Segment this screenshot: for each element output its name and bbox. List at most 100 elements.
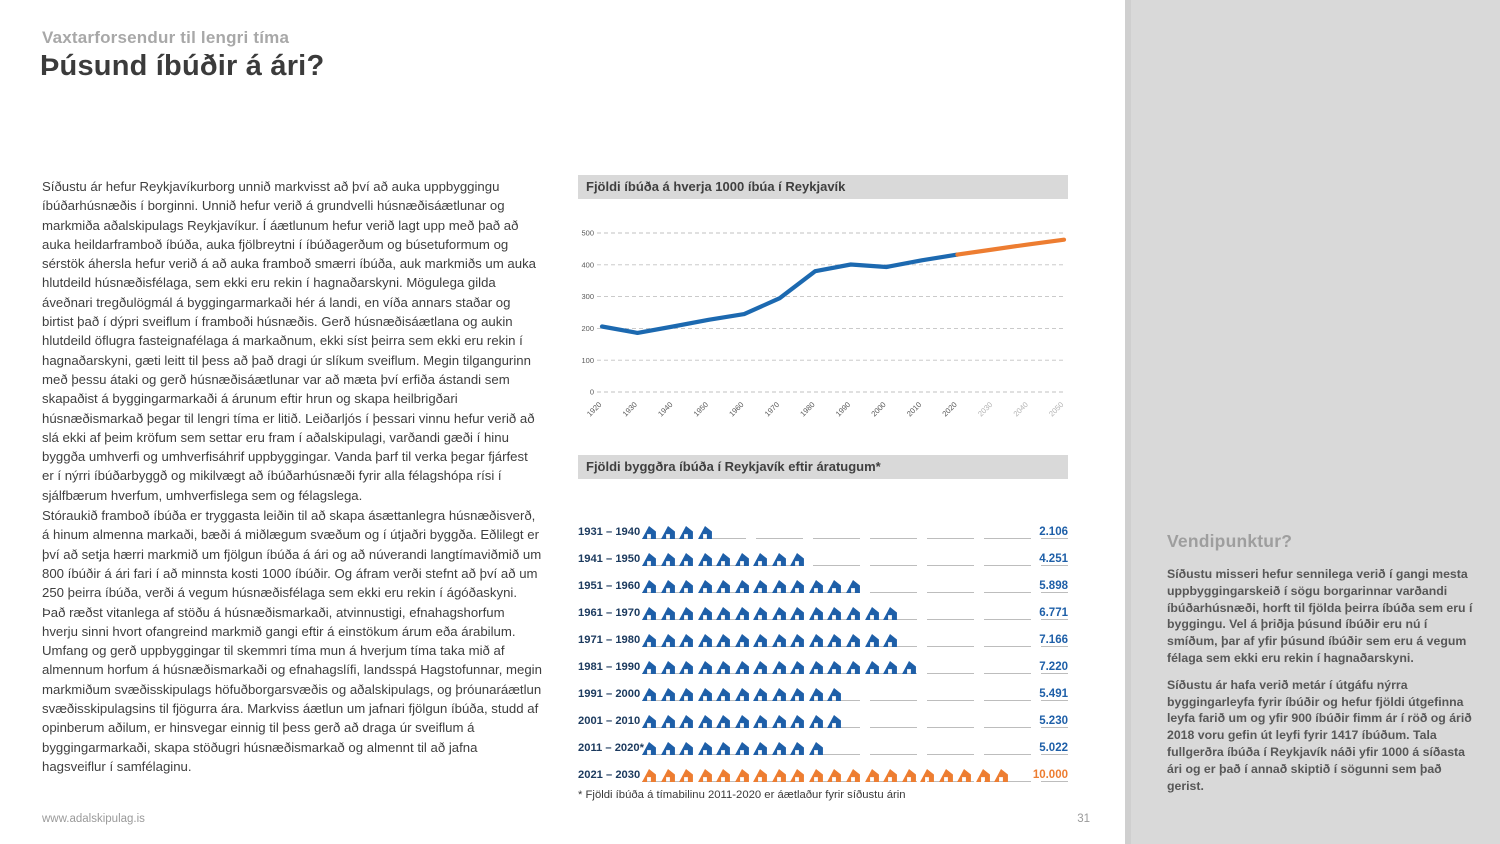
house-icon	[864, 634, 879, 647]
house-icon	[716, 742, 731, 755]
house-icon	[697, 526, 712, 539]
house-icon	[716, 607, 731, 620]
house-icon	[679, 607, 694, 620]
house-icon	[771, 634, 786, 647]
house-icon	[753, 742, 768, 755]
pictogram-row-label: 2021 – 2030	[578, 769, 641, 781]
house-icon	[679, 769, 694, 782]
pictogram-row-track: 6.771	[642, 606, 1068, 620]
page-number: 31	[1077, 813, 1090, 825]
house-icon	[883, 634, 898, 647]
house-icon	[808, 688, 823, 701]
house-icon	[660, 688, 675, 701]
house-icon	[790, 661, 805, 674]
line-chart: 0 100 200 300 400 500 1920 1930 1940 1950 1960 1970…	[578, 220, 1068, 425]
house-icon	[846, 580, 860, 593]
house-icon	[679, 742, 694, 755]
house-icon	[846, 769, 860, 782]
house-icon	[679, 580, 694, 593]
house-icon	[883, 661, 898, 674]
house-icon	[808, 769, 823, 782]
house-icon	[771, 580, 786, 593]
house-icon	[827, 769, 842, 782]
house-icon	[827, 580, 842, 593]
house-icon	[679, 688, 694, 701]
house-icon	[642, 526, 656, 539]
house-icon	[771, 715, 786, 728]
house-icon	[716, 580, 731, 593]
svg-text:1960: 1960	[727, 400, 745, 418]
pictogram-row-value: 6.771	[1039, 607, 1068, 619]
pictogram-row-label: 1971 – 1980	[578, 634, 641, 646]
house-icon	[883, 769, 898, 782]
house-icon	[716, 769, 731, 782]
house-icon	[827, 607, 842, 620]
house-icon	[734, 580, 749, 593]
pictogram-row-track: 4.251	[642, 552, 1068, 566]
house-icon	[864, 607, 879, 620]
svg-text:2010: 2010	[905, 400, 923, 418]
house-icon	[771, 607, 786, 620]
house-icon	[642, 553, 656, 566]
pictogram-row-icons	[642, 688, 1024, 701]
house-icon	[753, 715, 768, 728]
house-icon	[790, 715, 805, 728]
house-icon	[697, 580, 712, 593]
sidebar-paragraph: Síðustu ár hafa verið metár í útgáfu nýr…	[1167, 677, 1472, 793]
svg-text:2040: 2040	[1012, 400, 1030, 418]
house-icon	[642, 688, 656, 701]
house-icon	[697, 661, 712, 674]
house-icon	[697, 607, 712, 620]
pictogram-row-track: 7.166	[642, 633, 1068, 647]
line-chart-title: Fjöldi íbúða á hverja 1000 íbúa í Reykja…	[578, 175, 1068, 199]
house-icon	[734, 688, 749, 701]
svg-text:400: 400	[581, 260, 594, 269]
pictogram-row-value: 5.022	[1039, 742, 1068, 754]
house-icon	[697, 715, 712, 728]
house-icon	[660, 634, 675, 647]
house-icon	[697, 634, 712, 647]
page-title: Þúsund íbúðir á ári?	[40, 50, 325, 82]
svg-text:100: 100	[581, 356, 594, 365]
svg-text:1920: 1920	[585, 400, 603, 418]
house-icon	[846, 661, 860, 674]
house-icon	[827, 715, 842, 728]
house-icon	[734, 661, 749, 674]
house-icon	[697, 769, 712, 782]
pictogram-row-label: 2001 – 2010	[578, 715, 641, 727]
house-icon	[660, 580, 675, 593]
pictogram-row-icons	[642, 769, 1024, 782]
pictogram-row: 1961 – 1970 6.771	[578, 593, 1068, 620]
house-icon	[697, 553, 712, 566]
pictogram-row-value: 4.251	[1039, 553, 1068, 565]
house-icon	[716, 661, 731, 674]
pictogram-row: 1991 – 2000 5.491	[578, 674, 1068, 701]
house-icon	[679, 526, 694, 539]
house-icon	[734, 634, 749, 647]
house-icon	[642, 715, 656, 728]
house-icon	[846, 607, 860, 620]
house-icon	[790, 634, 805, 647]
house-icon	[864, 769, 879, 782]
house-icon	[734, 553, 749, 566]
house-icon	[716, 715, 731, 728]
house-icon	[790, 688, 805, 701]
house-icon	[697, 742, 712, 755]
house-icon	[660, 715, 675, 728]
pictogram-row-label: 2011 – 2020*	[578, 742, 644, 754]
house-icon	[808, 634, 823, 647]
house-icon	[679, 634, 694, 647]
pictogram-row-value: 5.230	[1039, 715, 1068, 727]
house-icon	[771, 742, 786, 755]
pictogram-row-icons	[642, 742, 1024, 755]
house-icon	[771, 661, 786, 674]
svg-text:500: 500	[581, 229, 594, 238]
pictogram-row: 1981 – 1990 7.220	[578, 647, 1068, 674]
pictogram-row-value: 10.000	[1032, 769, 1068, 781]
house-icon	[846, 634, 860, 647]
house-icon	[753, 661, 768, 674]
pictogram-row-label: 1991 – 2000	[578, 688, 641, 700]
house-icon	[771, 553, 786, 566]
house-icon	[697, 688, 712, 701]
house-icon	[994, 769, 1009, 782]
